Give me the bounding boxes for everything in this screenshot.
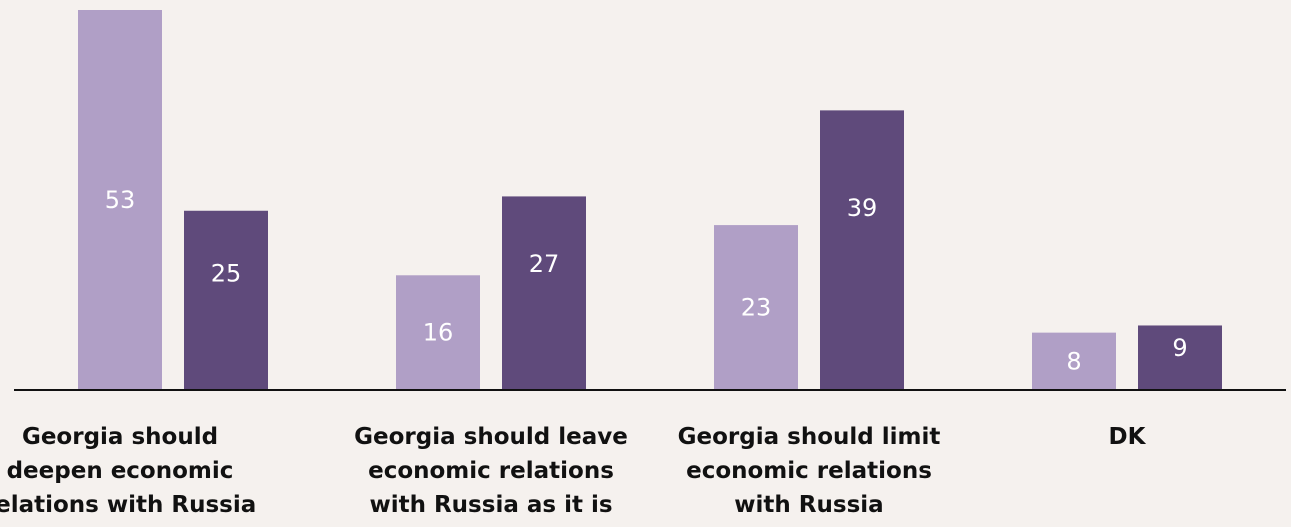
category-label-leave: Georgia should leave economic relations …	[354, 424, 628, 518]
category-label-deepen: Georgia should deepen economic relations…	[0, 424, 257, 518]
bars-group	[78, 10, 1222, 391]
value-label-dk-series-2: 9	[1172, 334, 1187, 362]
value-label-deepen-series-1: 53	[105, 186, 136, 214]
bar-leave-series-2	[502, 196, 586, 390]
value-label-dk-series-1: 8	[1066, 347, 1081, 375]
bar-leave-series-1	[396, 275, 480, 390]
value-label-limit-series-1: 23	[741, 294, 772, 322]
bar-dk-series-1	[1032, 332, 1116, 390]
value-label-leave-series-2: 27	[529, 250, 560, 278]
value-label-leave-series-1: 16	[423, 319, 454, 347]
value-labels-group: 53 16 23 8 25 27 39 9	[105, 186, 1188, 375]
category-label-dk: DK	[1108, 424, 1146, 450]
value-label-deepen-series-2: 25	[211, 259, 242, 287]
bar-limit-series-1	[714, 225, 798, 390]
bar-deepen-series-1	[78, 10, 162, 390]
category-label-limit: Georgia should limit economic relations …	[677, 424, 941, 518]
value-label-limit-series-2: 39	[847, 194, 878, 222]
bar-dk-series-2	[1138, 325, 1222, 390]
bar-deepen-series-2	[184, 210, 268, 390]
bar-limit-series-2	[820, 110, 904, 391]
